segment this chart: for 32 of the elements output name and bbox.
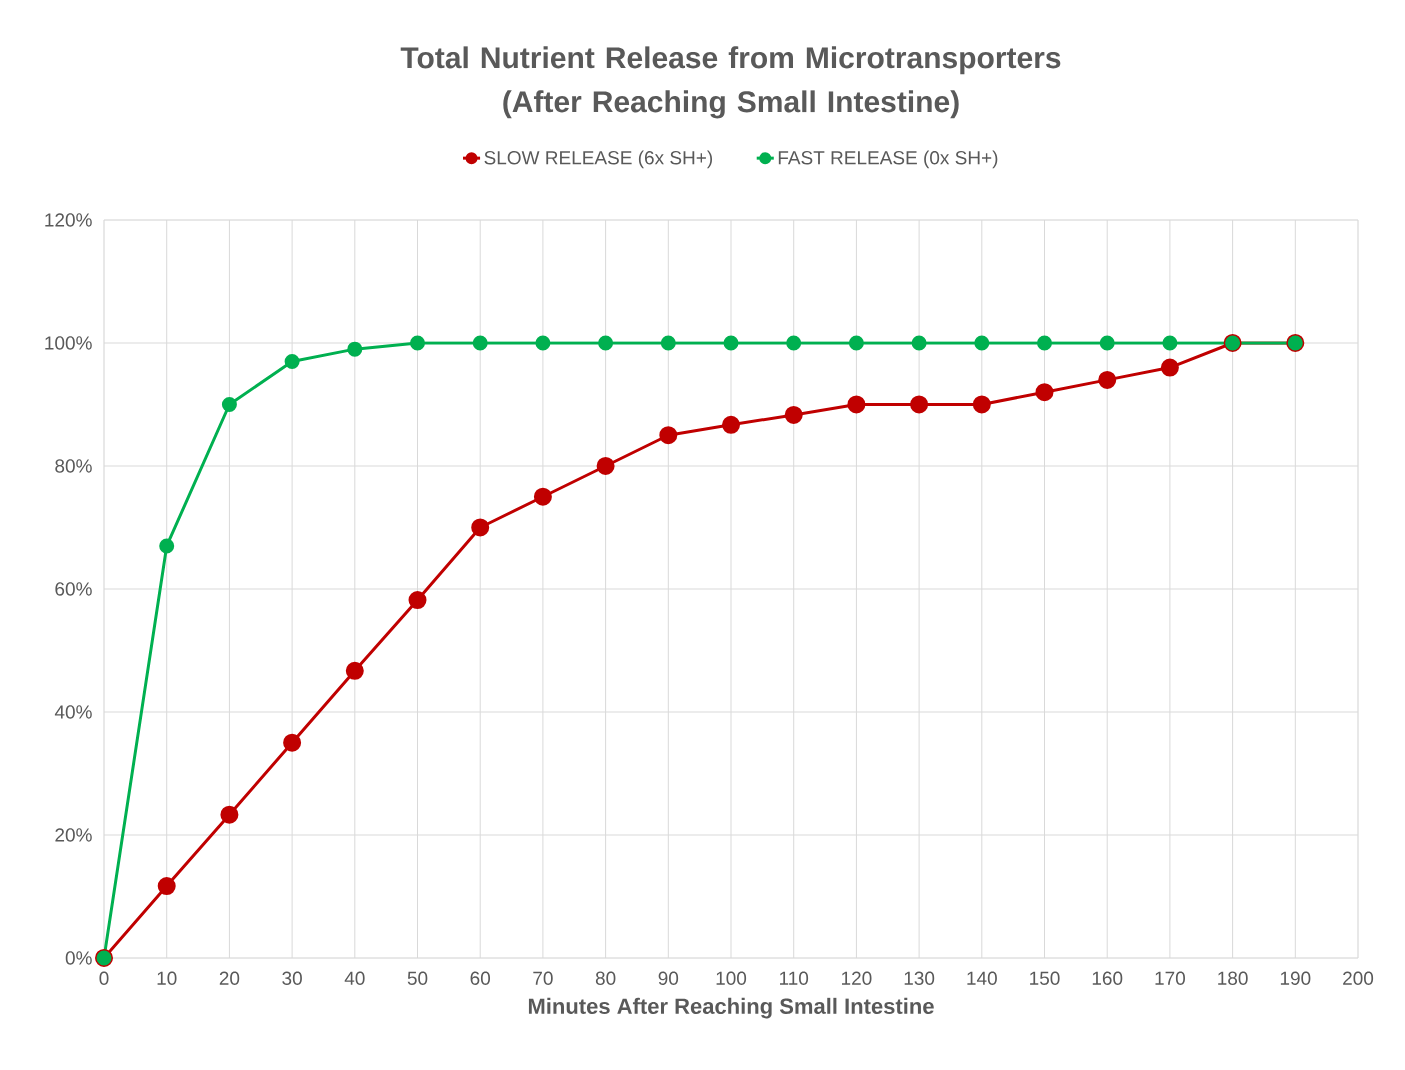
- x-tick-label: 70: [533, 971, 553, 985]
- x-tick-label: 80: [595, 971, 616, 985]
- x-tick-label: 30: [282, 971, 302, 985]
- y-tick-label: 20%: [55, 828, 92, 842]
- x-tick-label: 10: [157, 971, 177, 985]
- chart-title: Total Nutrient Release from Microtransporters (After Reaching Small Intestine): [400, 46, 1061, 119]
- x-tick-label: 90: [658, 971, 679, 985]
- x-tick-label: 140: [967, 971, 997, 985]
- x-tick-label: 190: [1280, 971, 1311, 985]
- x-tick-label: 110: [780, 971, 809, 985]
- y-tick-label: 40%: [54, 705, 92, 719]
- x-tick-label: 150: [1030, 971, 1060, 985]
- x-tick-label: 160: [1092, 971, 1123, 985]
- x-tick-label: 120: [842, 971, 872, 985]
- y-tick-label: 120%: [45, 213, 92, 227]
- legend-label: FAST RELEASE (0x SH+): [778, 150, 998, 169]
- y-tick-label: 60%: [55, 582, 92, 596]
- y-tick-label: 0%: [65, 951, 92, 965]
- x-tick-label: 50: [407, 971, 428, 985]
- x-tick-label: 170: [1155, 971, 1185, 985]
- x-tick-label: 40: [344, 971, 365, 985]
- x-tick-label: 100: [716, 971, 747, 985]
- x-tick-label: 60: [470, 971, 491, 985]
- y-tick-label: 100%: [45, 336, 92, 350]
- legend-label: SLOW RELEASE (6x SH+): [484, 150, 713, 169]
- x-axis-title: Minutes After Reaching Small Intestine: [528, 997, 934, 1019]
- x-tick-label: 0: [99, 971, 109, 985]
- y-tick-label: 80%: [55, 459, 92, 473]
- x-tick-label: 200: [1343, 971, 1374, 985]
- x-tick-label: 20: [219, 971, 240, 985]
- x-tick-label: 180: [1218, 971, 1248, 985]
- x-tick-label: 130: [904, 971, 935, 985]
